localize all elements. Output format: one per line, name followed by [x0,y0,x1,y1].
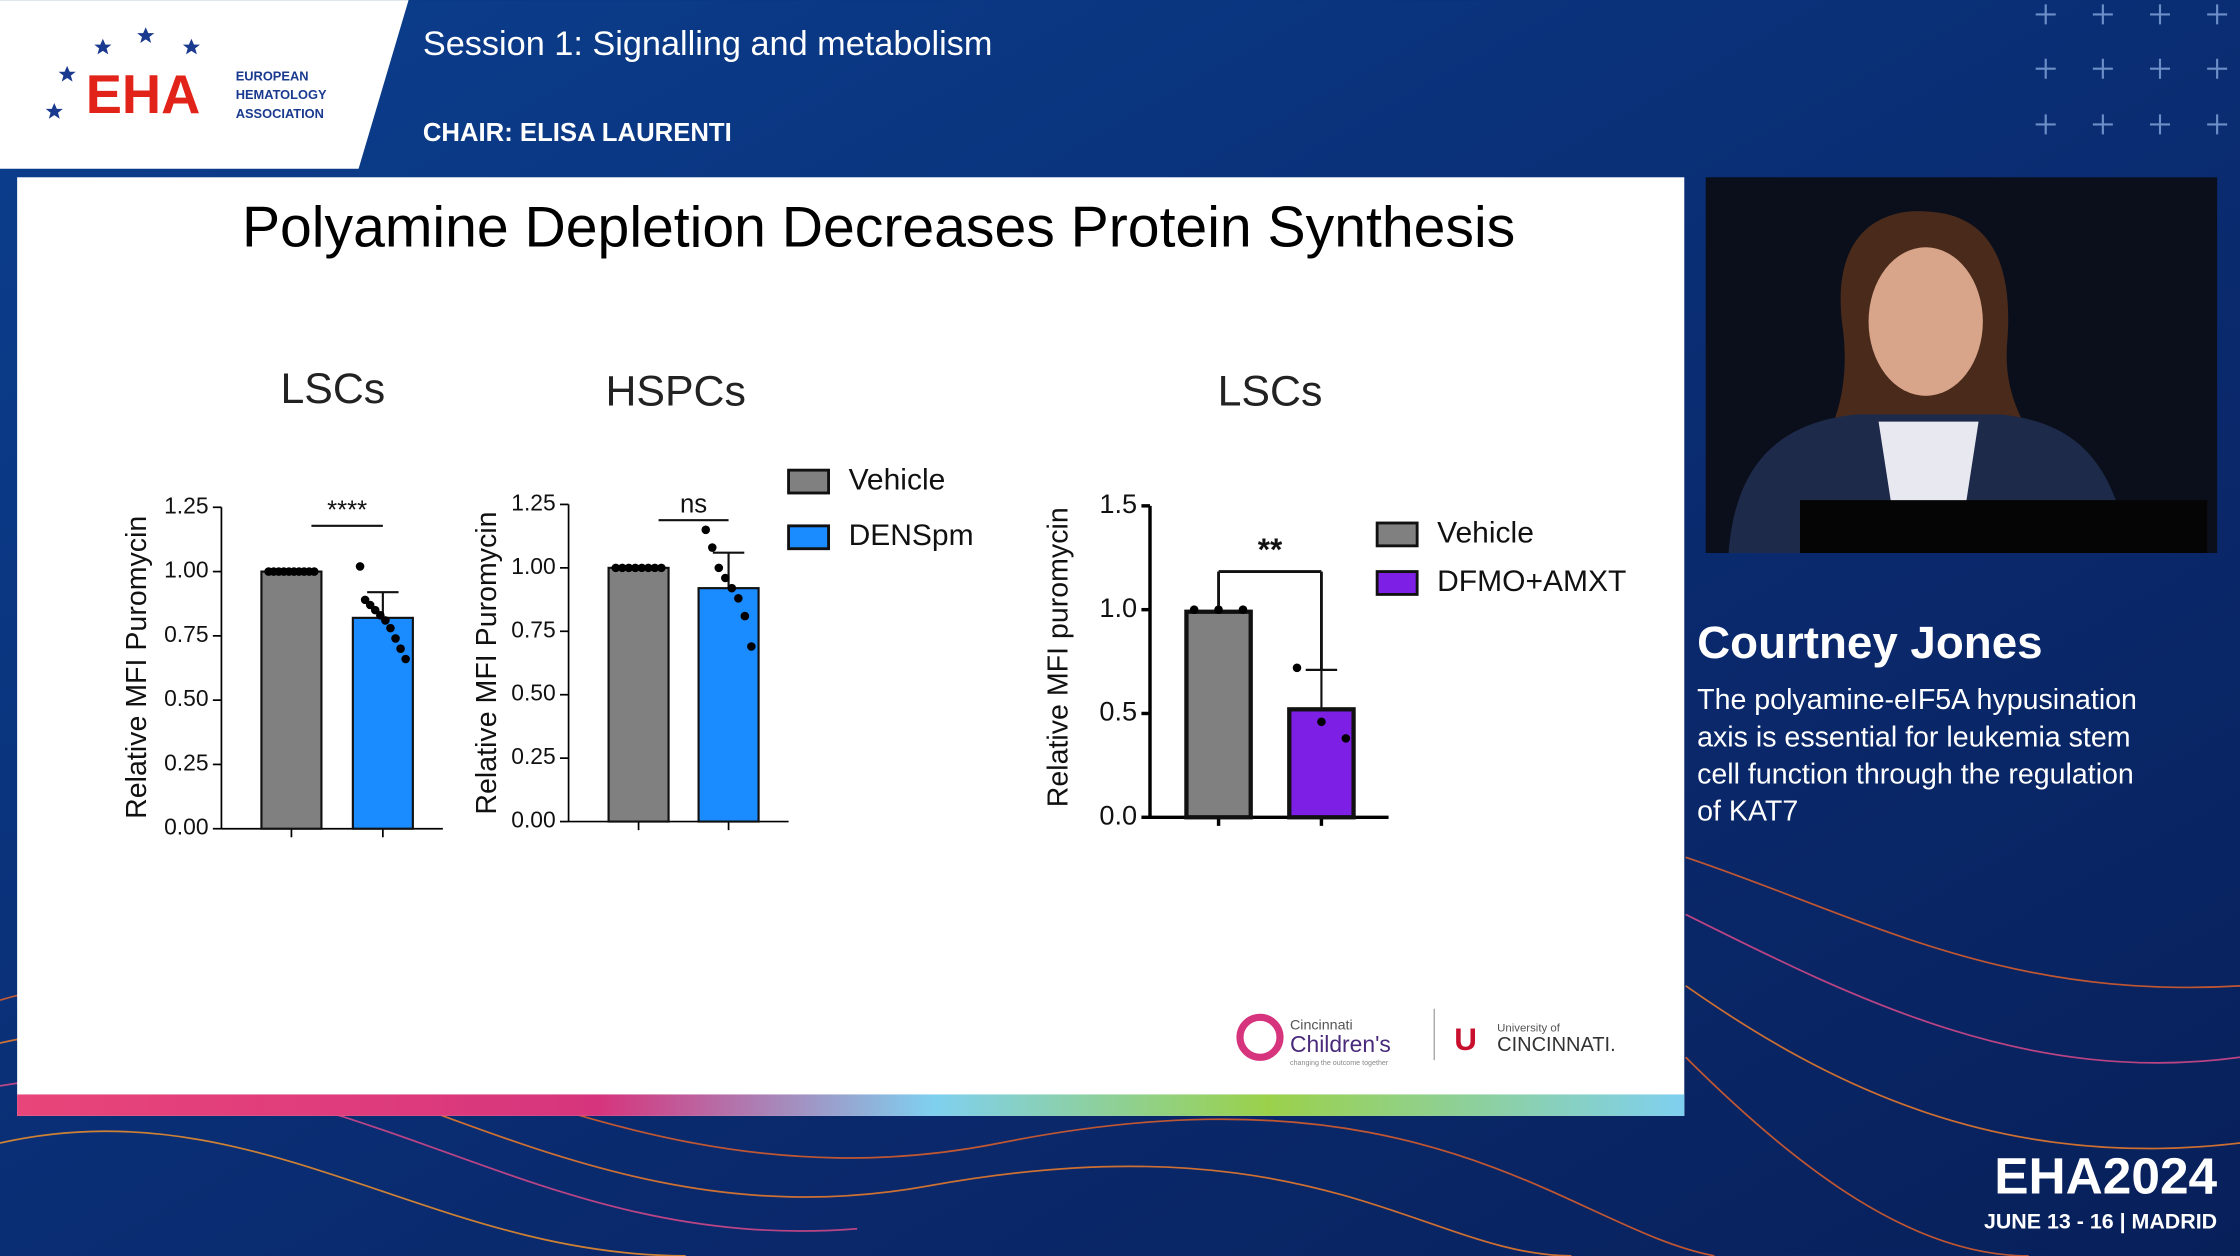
talk-title-line: The polyamine-eIF5A hypusination [1697,684,2137,716]
data-point [727,583,737,593]
speaker-video [1705,177,2218,554]
slide-title: Polyamine Depletion Decreases Protein Sy… [242,196,1515,260]
y-tick-label: 0.0 [1099,799,1137,830]
event-dates: JUNE 13 - 16 | MADRID [1984,1210,2217,1234]
data-point [714,563,724,573]
data-point [1214,605,1223,614]
data-point [1317,717,1326,727]
logo-text: CINCINNATI. [1497,1034,1616,1056]
significance-label: ** [1258,532,1283,567]
bar [351,616,414,830]
chair: CHAIR: ELISA LAURENTI [423,119,732,147]
data-point [381,616,390,625]
data-point [740,611,750,621]
session-title: Session 1: Signalling and metabolism [423,25,993,63]
chart-title: LSCs [1218,368,1323,416]
data-point [734,594,743,603]
legend-swatch [1375,521,1419,548]
y-tick-label: 1.00 [164,557,208,583]
data-point [355,562,365,571]
data-point [386,623,395,633]
data-point [747,642,756,651]
data-point [644,563,653,573]
bar [697,587,760,823]
legend-label: DENSpm [849,519,974,552]
legend-swatch [1375,570,1419,596]
data-point [401,654,410,664]
data-point [618,563,627,573]
y-tick-label: 1.25 [164,492,208,518]
y-tick-label: 0.50 [164,685,208,711]
y-tick-label: 1.0 [1099,592,1137,623]
talk-title-line: cell function through the regulation [1697,758,2134,790]
data-point [624,563,634,573]
slide-stripe [17,1094,1685,1116]
y-axis-label: Relative MFI Puromycin [471,511,503,814]
y-tick-label: 1.00 [511,553,555,579]
legend-label: Vehicle [849,463,946,496]
data-point [1341,734,1351,743]
logo-text: EHA [86,64,201,125]
data-point [708,543,717,552]
logo-mark [1236,1013,1284,1061]
logo-text: changing the outcome together [1290,1059,1389,1067]
chart-title: HSPCs [605,368,745,416]
y-tick-label: 0.50 [511,680,555,706]
y-tick-label: 0.5 [1099,696,1137,727]
logo-mark: U [1454,1022,1477,1057]
y-tick-label: 1.5 [1099,488,1137,519]
bar [1184,609,1253,820]
decor-crosses [2035,4,2228,135]
bar [1287,707,1356,820]
logo-text: Children's [1290,1031,1391,1057]
data-point [611,563,621,573]
chart-title: LSCs [280,365,385,413]
event-name: EHA2024 [1994,1147,2217,1205]
y-tick-label: 0.00 [164,814,208,840]
data-point [657,563,666,573]
data-point [650,563,660,573]
legend-label: Vehicle [1437,516,1534,549]
legend-swatch [787,524,830,551]
data-point [721,573,730,583]
y-tick-label: 1.25 [511,489,555,515]
bar [607,566,670,823]
y-axis-label: Relative MFI puromycin [1043,507,1075,807]
legend-swatch [787,468,830,495]
speaker-name: Courtney Jones [1697,617,2042,668]
y-tick-label: 0.25 [511,743,555,769]
logo-text: Cincinnati [1290,1018,1353,1034]
data-point [701,525,711,535]
data-point [391,634,400,643]
significance-label: **** [327,496,367,524]
data-point [637,563,647,573]
talk-title-line: axis is essential for leukemia stem [1697,721,2130,753]
institution-logos: Cincinnati Children's changing the outco… [1236,1008,1616,1067]
y-axis-label: Relative MFI Puromycin [121,516,153,819]
y-tick-label: 0.25 [164,749,208,775]
data-point [1292,663,1302,673]
logo-panel [0,0,409,169]
logo-line: HEMATOLOGY [236,87,327,102]
data-point [1189,605,1199,614]
talk-title-line: of KAT7 [1697,796,1798,828]
y-tick-label: 0.75 [511,616,555,642]
y-tick-label: 0.00 [511,807,555,833]
data-point [631,563,640,573]
bar [260,570,323,830]
y-tick-label: 0.75 [164,621,208,647]
logo-line: EUROPEAN [236,69,309,84]
logo-line: ASSOCIATION [236,106,324,121]
significance-label: ns [680,491,707,519]
logo-text: University of [1497,1023,1561,1035]
data-point [309,567,319,576]
data-point [1238,605,1248,614]
data-point [396,644,405,653]
legend-label: DFMO+AMXT [1437,565,1626,598]
